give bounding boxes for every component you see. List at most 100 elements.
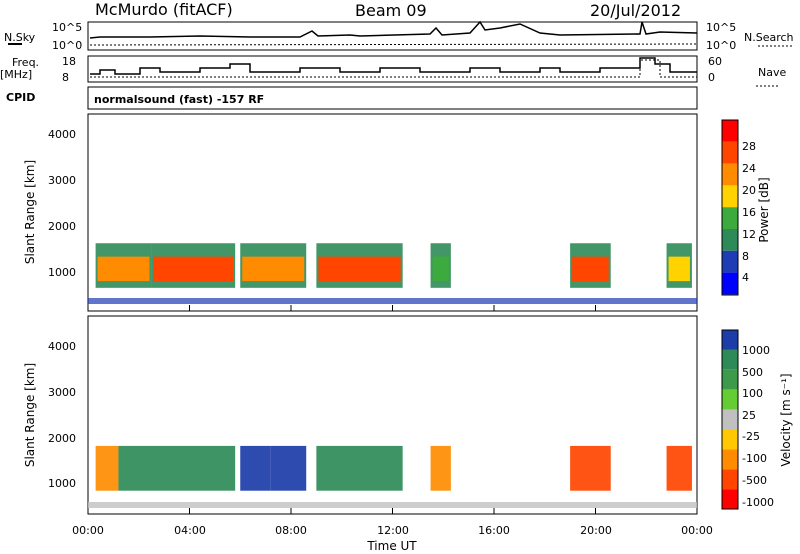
velocity-panel: 4000 3000 2000 1000 Slant Range [km]	[23, 315, 698, 515]
vel-ytick-3000: 3000	[48, 386, 76, 399]
nsearch-tick-bottom: 10^0	[706, 39, 736, 52]
nsearch-label: N.Search	[744, 31, 794, 44]
freq-tick-bottom: 8	[62, 71, 69, 84]
nsky-strip: N.Sky 10^5 10^0 N.Search 10^5 10^0	[4, 20, 794, 52]
velocity-echo-2	[240, 445, 271, 491]
nsearch-trace	[89, 43, 698, 46]
power-cbar-tick-8: 8	[742, 250, 749, 263]
vel-ytick-4000: 4000	[48, 340, 76, 353]
velocity-ground-scatter	[88, 502, 697, 508]
nave-trace	[90, 59, 697, 78]
power-cbar-tick-12: 12	[742, 228, 756, 241]
nsky-label: N.Sky	[4, 31, 36, 44]
vel-cbar-cell	[722, 449, 738, 470]
power-cbar-cell	[722, 272, 738, 295]
power-ground-scatter	[88, 298, 697, 304]
vel-cbar-cell	[722, 349, 738, 370]
velocity-echoes	[88, 445, 697, 508]
vel-cbar-tick-1000: 1000	[742, 344, 770, 357]
nave-label: Nave	[758, 66, 786, 79]
vel-cbar-tick-500: 500	[742, 366, 763, 379]
vel-cbar-tick-m1000: -1000	[742, 496, 774, 509]
station-title: McMurdo (fitACF)	[95, 0, 233, 19]
power-cbar-tick-28: 28	[742, 140, 756, 153]
nave-tick-bottom: 0	[708, 71, 715, 84]
power-echoes	[88, 243, 697, 304]
power-echo-6	[666, 243, 692, 288]
power-cbar-cell	[722, 207, 738, 229]
power-ytick-2000: 2000	[48, 220, 76, 233]
nsky-trace	[89, 20, 698, 39]
power-ytick-3000: 3000	[48, 174, 76, 187]
power-ytick-4000: 4000	[48, 128, 76, 141]
power-echo-0	[95, 243, 152, 288]
freq-tick-top: 18	[62, 55, 76, 68]
vel-ytick-2000: 2000	[48, 432, 76, 445]
xtick-1: 04:00	[174, 524, 206, 537]
vel-cbar-cell	[722, 429, 738, 450]
x-axis: 00:00 04:00 08:00 12:00 16:00 20:00 00:0…	[72, 524, 713, 553]
nsky-tick-bottom: 10^0	[52, 39, 82, 52]
power-cbar-label: Power [dB]	[757, 177, 771, 242]
velocity-echo-1	[118, 445, 236, 491]
freq-label: Freq.	[12, 56, 39, 69]
power-echo-4	[430, 243, 451, 288]
xtick-6: 00:00	[681, 524, 713, 537]
cpid-label: CPID	[6, 91, 35, 104]
vel-cbar-cell	[722, 409, 738, 430]
vel-cbar-tick-m25: -25	[742, 430, 760, 443]
velocity-echo-0	[95, 445, 119, 491]
power-echo-2	[240, 243, 307, 288]
power-cbar-tick-4: 4	[742, 271, 749, 284]
vel-cbar-cell	[722, 389, 738, 410]
power-colorbar: 28 24 20 16 12 8 4 Power [dB]	[721, 119, 771, 296]
vel-cbar-tick-25: 25	[742, 409, 756, 422]
xtick-0: 00:00	[72, 524, 104, 537]
power-ylabel: Slant Range [km]	[23, 160, 37, 264]
beam-title: Beam 09	[355, 1, 427, 20]
date-title: 20/Jul/2012	[590, 1, 681, 20]
nsearch-tick-top: 10^5	[706, 21, 736, 34]
velocity-echo-7	[666, 445, 692, 491]
power-cbar-cell	[722, 185, 738, 208]
vel-cbar-cell	[722, 330, 738, 350]
velocity-echo-6	[570, 445, 611, 491]
freq-unit: [MHz]	[0, 68, 32, 81]
vel-cbar-tick-m100: -100	[742, 452, 767, 465]
cpid-box	[87, 86, 698, 110]
velocity-echo-4	[316, 445, 403, 491]
nsky-tick-top: 10^5	[52, 21, 82, 34]
power-cbar-cell	[722, 250, 738, 273]
vel-cbar-cell	[722, 369, 738, 390]
nave-tick-top: 60	[708, 55, 722, 68]
power-cbar-cell	[722, 141, 738, 164]
vel-ylabel: Slant Range [km]	[23, 363, 37, 467]
power-cbar-tick-16: 16	[742, 206, 756, 219]
vel-cbar-cell	[722, 489, 738, 510]
power-cbar-tick-24: 24	[742, 162, 756, 175]
velocity-echo-3	[270, 445, 307, 491]
velocity-colorbar: 1000 500 100 25 -25 -100 -500 -1000 Velo…	[721, 329, 793, 510]
velocity-echo-5	[430, 445, 451, 491]
power-ytick-1000: 1000	[48, 266, 76, 279]
xtick-5: 20:00	[580, 524, 612, 537]
power-echo-1	[151, 243, 236, 288]
cpid-text: normalsound (fast) -157 RF	[94, 93, 264, 106]
xtick-2: 08:00	[275, 524, 307, 537]
vel-cbar-cell	[722, 469, 738, 490]
vel-cbar-label: Velocity [m s⁻¹]	[779, 373, 793, 466]
freq-trace	[90, 57, 697, 75]
power-cbar-cell	[722, 229, 738, 251]
power-cbar-cell	[722, 120, 738, 142]
power-cbar-tick-20: 20	[742, 184, 756, 197]
vel-cbar-tick-100: 100	[742, 387, 763, 400]
power-panel: 4000 3000 2000 1000 Slant Range [km]	[23, 113, 698, 312]
xtick-3: 12:00	[377, 524, 409, 537]
vel-ytick-1000: 1000	[48, 477, 76, 490]
xtick-4: 16:00	[478, 524, 510, 537]
vel-cbar-tick-m500: -500	[742, 474, 767, 487]
xlabel: Time UT	[366, 539, 417, 553]
power-echo-5	[570, 243, 611, 288]
power-echo-3	[316, 243, 403, 288]
